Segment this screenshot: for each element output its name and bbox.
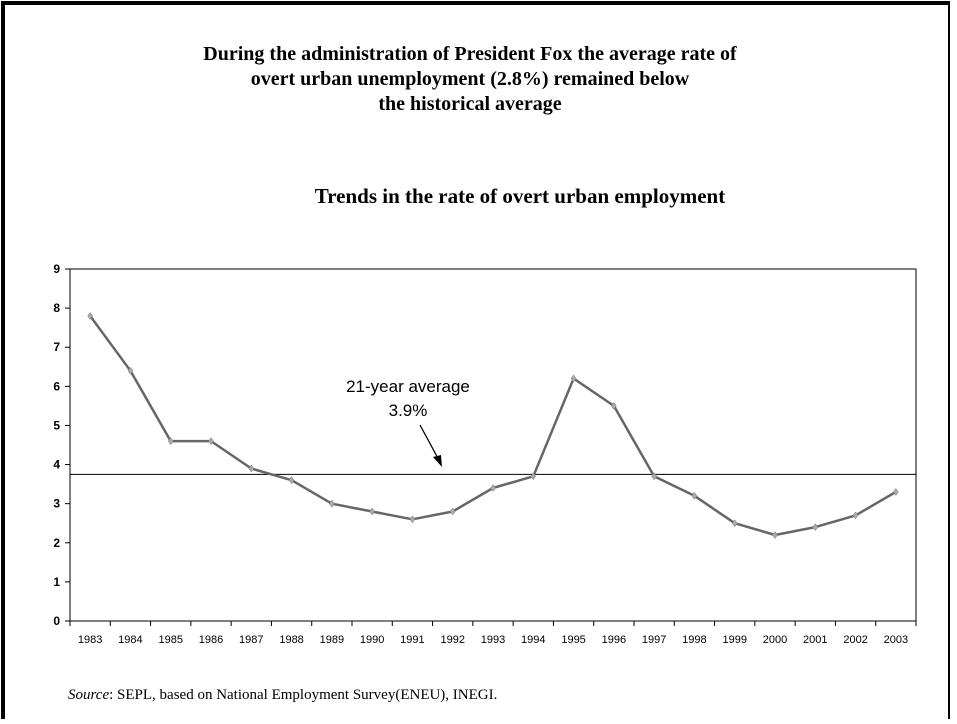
data-point	[852, 511, 859, 520]
x-tick-label: 1990	[360, 634, 384, 646]
data-point	[248, 464, 255, 473]
data-point	[490, 484, 496, 492]
x-tick-label: 1996	[602, 634, 626, 646]
slide-headline: During the administration of President F…	[60, 42, 880, 117]
data-point	[87, 312, 93, 320]
x-tick-label: 1986	[199, 634, 223, 646]
data-point	[691, 491, 698, 500]
x-tick-label: 2001	[803, 634, 827, 646]
series-line	[89, 315, 897, 537]
y-tick-label: 7	[53, 340, 60, 354]
x-tick-label: 2003	[884, 634, 908, 646]
annotation-arrow	[419, 424, 441, 463]
y-tick-label: 0	[53, 614, 60, 628]
data-point	[772, 531, 778, 539]
data-point	[167, 437, 174, 446]
headline-line-3: the historical average	[378, 93, 562, 115]
headline-line-2: overt urban unemployment (2.8%) remained…	[250, 68, 690, 90]
y-tick-label: 2	[53, 536, 60, 550]
data-point	[127, 366, 134, 375]
x-tick-label: 1988	[279, 634, 303, 646]
chart-title: Trends in the rate of overt urban employ…	[314, 184, 726, 208]
x-tick-label: 1989	[320, 634, 344, 646]
source-label: Source	[68, 687, 110, 703]
x-tick-label: 1998	[682, 634, 706, 646]
data-point	[611, 401, 617, 410]
x-tick-label: 1999	[722, 634, 746, 646]
data-point	[449, 507, 456, 516]
annotation-arrowhead	[433, 455, 442, 467]
x-tick-label: 1991	[400, 634, 424, 646]
data-point	[409, 515, 416, 524]
y-tick-label: 5	[53, 418, 60, 432]
annotation-line-1: 21-year average	[346, 377, 470, 396]
data-point	[530, 472, 537, 481]
y-tick-label: 3	[53, 497, 60, 511]
source-note: Source: SEPL, based on National Employme…	[68, 687, 497, 704]
data-point	[329, 499, 335, 508]
x-tick-label: 2002	[843, 634, 867, 646]
x-tick-label: 1987	[239, 634, 263, 646]
x-tick-label: 1992	[440, 634, 464, 646]
headline-line-1: During the administration of President F…	[203, 43, 737, 65]
y-tick-label: 6	[53, 379, 60, 393]
y-tick-label: 4	[53, 458, 60, 472]
data-point	[731, 519, 738, 528]
data-point	[570, 374, 577, 383]
source-text: : SEPL, based on National Employment Sur…	[109, 687, 498, 703]
x-tick-label: 1997	[642, 634, 666, 646]
data-point	[208, 437, 214, 446]
x-tick-label: 2000	[763, 634, 787, 646]
y-tick-label: 9	[53, 262, 60, 276]
x-tick-label: 1993	[481, 634, 505, 646]
x-tick-label: 1983	[78, 634, 102, 646]
plot-area	[69, 268, 917, 622]
data-point	[369, 507, 375, 516]
x-tick-label: 1985	[158, 634, 182, 646]
annotation-line-2: 3.9%	[389, 401, 428, 420]
data-point	[651, 472, 657, 481]
y-tick-label: 1	[53, 575, 60, 589]
x-tick-label: 1995	[561, 634, 585, 646]
data-point	[812, 523, 819, 532]
y-tick-label: 8	[53, 301, 60, 315]
data-point	[288, 476, 295, 485]
x-tick-label: 1994	[521, 634, 545, 646]
x-tick-label: 1984	[118, 634, 142, 646]
data-point	[893, 488, 899, 496]
